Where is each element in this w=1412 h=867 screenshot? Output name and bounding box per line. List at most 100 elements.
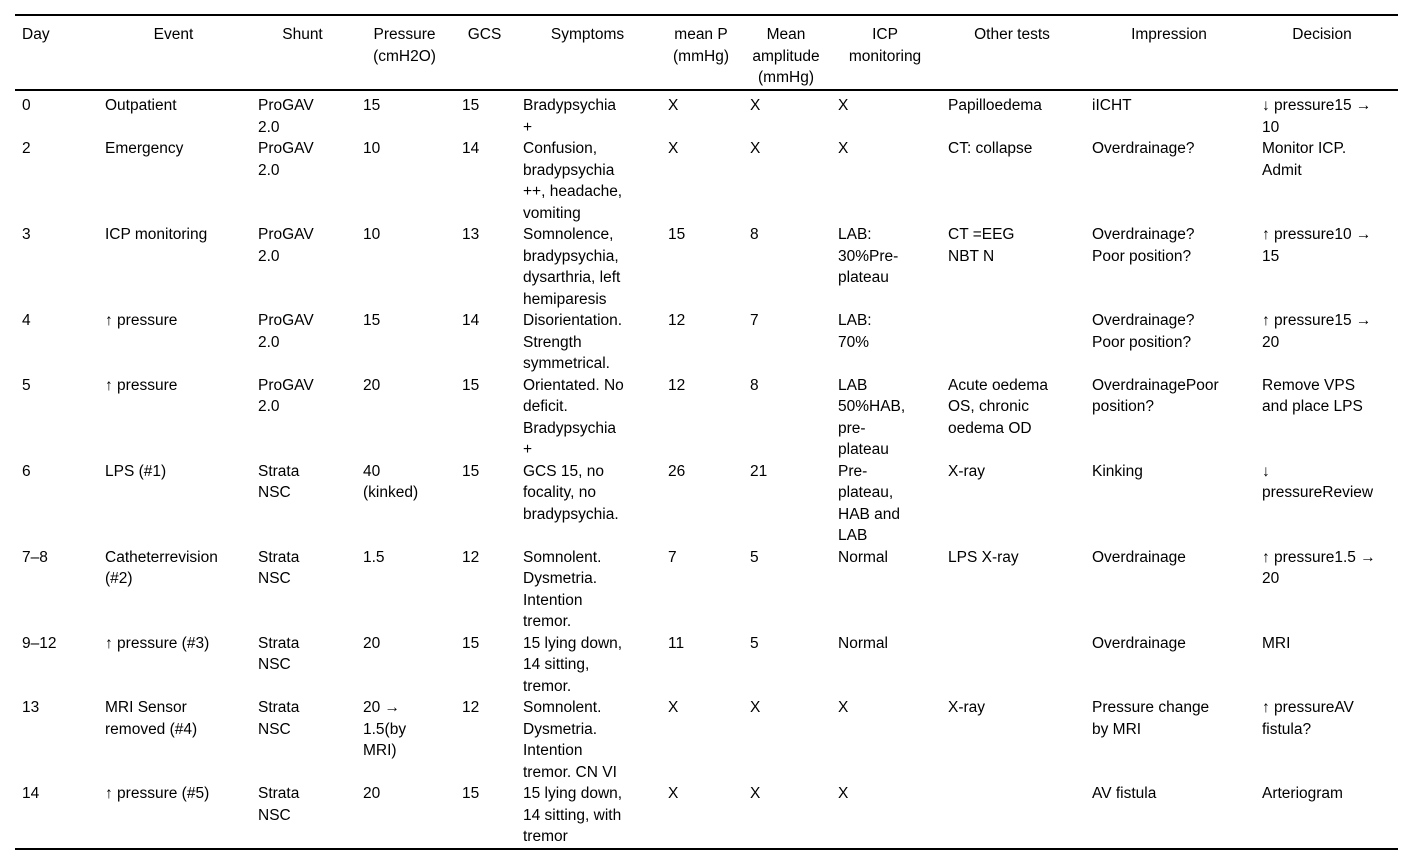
col-header-mean-p: mean P (mmHg) — [668, 15, 750, 91]
header-row: Day Event Shunt Pressure (cmH2O) GCS Symptoms… — [15, 15, 1398, 91]
cell-event: ↑ pressure — [105, 376, 178, 394]
cell-shunt: ProGAV 2.0 — [258, 312, 314, 351]
cell-gcs: 14 — [462, 140, 480, 157]
cell-impression: OverdrainagePoor position? — [1092, 376, 1219, 416]
table-row-day-9-12: 9–12 ↑ pressure (#3) Strata NSC 20 15 15 lyin… — [15, 633, 1398, 698]
cell-shunt: Strata NSC — [258, 462, 300, 502]
cell-symptoms: 15 lying down, 14 sitting, tremor. — [523, 634, 623, 695]
col-header-event: Event — [105, 15, 258, 91]
cell-gcs: 15 — [462, 462, 480, 480]
cell-symptoms: Disorientation. Strength symmetrical. — [523, 312, 623, 372]
cell-decision: Monitor ICP. Admit — [1262, 140, 1347, 179]
cell-event: LPS (#1) — [105, 462, 167, 480]
cell-decision: MRI — [1262, 634, 1291, 652]
cell-decision: ↑ pressure1.5 → 20 — [1262, 548, 1376, 588]
cell-shunt: Strata NSC — [258, 785, 300, 824]
cell-mean-p: 12 — [668, 376, 686, 394]
table-row-day-4: 4 ↑ pressure ProGAV 2.0 15 14 Disorientation.… — [15, 310, 1398, 375]
cell-icp-monitoring: X — [838, 699, 849, 716]
col-header-icp-monitoring: ICP monitoring — [838, 15, 948, 91]
cell-symptoms: GCS 15, no focality, no bradypsychia. — [523, 462, 619, 523]
cell-mean-amplitude: X — [750, 97, 761, 114]
cell-icp-monitoring: Pre- plateau, HAB and LAB — [838, 462, 901, 545]
table-row-day-6: 6 LPS (#1) Strata NSC 40 (kinked) 15 GCS 15, … — [15, 461, 1398, 547]
table-row-day-2: 2 Emergency ProGAV 2.0 10 14 Confusion, brady… — [15, 138, 1398, 224]
table-row-day-5: 5 ↑ pressure ProGAV 2.0 20 15 Orientated. No … — [15, 375, 1398, 461]
cell-shunt: Strata NSC — [258, 548, 300, 588]
cell-day: 13 — [22, 699, 40, 716]
cell-mean-amplitude: X — [750, 140, 761, 157]
cell-pressure: 20 — [363, 376, 381, 394]
cell-gcs: 14 — [462, 312, 480, 329]
cell-day: 0 — [22, 97, 31, 114]
cell-icp-monitoring: Normal — [838, 548, 888, 566]
cell-mean-amplitude: 21 — [750, 462, 768, 480]
cell-other-tests: CT: collapse — [948, 140, 1033, 157]
cell-pressure: 20 — [363, 785, 381, 802]
cell-impression: Pressure change by MRI — [1092, 699, 1210, 738]
cell-day: 14 — [22, 785, 40, 802]
cell-day: 6 — [22, 462, 31, 480]
col-header-day: Day — [15, 15, 105, 91]
cell-symptoms: 15 lying down, 14 sitting, with tremor — [523, 785, 623, 845]
table-body: 0 Outpatient ProGAV 2.0 15 15 Bradypsychia + X… — [15, 90, 1398, 849]
cell-symptoms: Somnolent. Dysmetria. Intention tremor. — [523, 548, 602, 631]
cell-mean-p: X — [668, 140, 679, 157]
cell-other-tests — [948, 783, 1092, 849]
cell-mean-p: X — [668, 785, 679, 802]
cell-pressure: 20 → 1.5(by MRI) — [363, 699, 407, 759]
cell-pressure: 1.5 — [363, 548, 385, 566]
cell-mean-amplitude: 7 — [750, 312, 759, 329]
cell-other-tests: X-ray — [948, 699, 986, 716]
cell-mean-p: 15 — [668, 226, 686, 243]
cell-mean-amplitude: X — [750, 699, 761, 716]
cell-impression: Overdrainage — [1092, 548, 1186, 566]
table-row-day-13: 13 MRI Sensor removed (#4) Strata NSC 20 → … — [15, 697, 1398, 783]
cell-decision: Arteriogram — [1262, 785, 1343, 802]
cell-day: 3 — [22, 226, 31, 243]
cell-mean-amplitude: 5 — [750, 634, 759, 652]
cell-other-tests — [948, 310, 1092, 375]
col-header-pressure: Pressure (cmH2O) — [363, 15, 462, 91]
cell-mean-p: 11 — [668, 634, 685, 652]
cell-mean-p: 26 — [668, 462, 686, 480]
cell-shunt: ProGAV 2.0 — [258, 140, 314, 179]
cell-event: Outpatient — [105, 97, 177, 114]
cell-icp-monitoring: Normal — [838, 634, 888, 652]
clinical-course-table: Day Event Shunt Pressure (cmH2O) GCS Symptoms… — [15, 14, 1398, 850]
cell-symptoms: Somnolent. Dysmetria. Intention tremor. … — [523, 699, 617, 781]
cell-symptoms: Confusion, bradypsychia ++, headache, vo… — [523, 140, 623, 222]
cell-day: 7–8 — [22, 548, 48, 566]
cell-shunt: Strata NSC — [258, 699, 300, 738]
col-header-symptoms: Symptoms — [523, 15, 668, 91]
cell-event: Catheterrevision (#2) — [105, 548, 218, 588]
cell-event: ↑ pressure — [105, 312, 178, 329]
cell-gcs: 15 — [462, 376, 480, 394]
cell-symptoms: Bradypsychia + — [523, 97, 617, 136]
cell-pressure: 20 — [363, 634, 381, 652]
cell-gcs: 15 — [462, 97, 480, 114]
cell-decision: ↓ pressureReview — [1262, 462, 1374, 502]
cell-day: 4 — [22, 312, 31, 329]
cell-gcs: 15 — [462, 634, 480, 652]
cell-gcs: 12 — [462, 548, 480, 566]
cell-mean-p: 7 — [668, 548, 677, 566]
cell-event: MRI Sensor removed (#4) — [105, 699, 198, 738]
cell-day: 2 — [22, 140, 31, 157]
table-row-day-14: 14 ↑ pressure (#5) Strata NSC 20 15 15 lying … — [15, 783, 1398, 849]
cell-pressure: 40 (kinked) — [363, 462, 419, 502]
cell-decision: ↓ pressure15 → 10 — [1262, 97, 1372, 136]
cell-impression: Overdrainage? Poor position? — [1092, 312, 1195, 351]
cell-mean-p: X — [668, 97, 679, 114]
cell-icp-monitoring: X — [838, 97, 849, 114]
cell-other-tests: LPS X-ray — [948, 548, 1019, 566]
cell-other-tests: Acute oedema OS, chronic oedema OD — [948, 376, 1048, 437]
cell-other-tests — [948, 633, 1092, 698]
cell-event: ↑ pressure (#3) — [105, 634, 210, 652]
cell-pressure: 10 — [363, 140, 381, 157]
cell-impression: iICHT — [1092, 97, 1132, 114]
col-header-gcs: GCS — [462, 15, 523, 91]
cell-other-tests: X-ray — [948, 462, 986, 480]
cell-impression: AV fistula — [1092, 785, 1157, 802]
cell-symptoms: Orientated. No deficit. Bradypsychia + — [523, 376, 624, 459]
